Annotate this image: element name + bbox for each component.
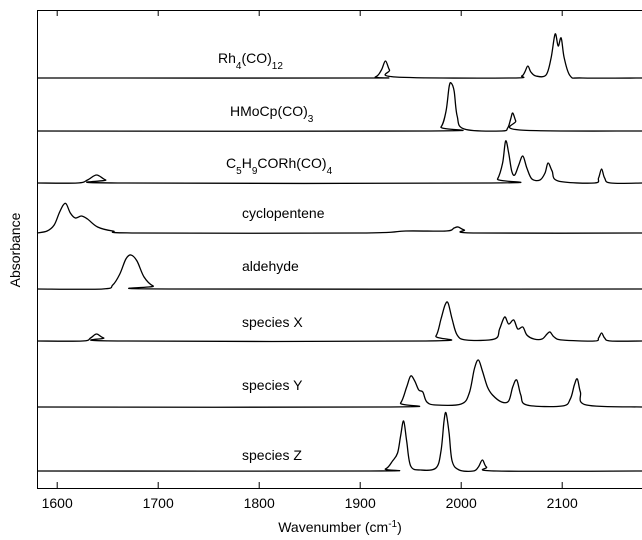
x-axis-label: Wavenumber (cm-1) (278, 519, 402, 536)
series-label: cyclopentene (242, 205, 325, 221)
x-tick-label: 2000 (446, 495, 477, 511)
series-label: species X (242, 314, 303, 330)
series-label: species Z (242, 447, 302, 463)
spectrum (36, 140, 642, 185)
spectrum (36, 202, 642, 234)
series-label: aldehyde (242, 258, 299, 274)
plot-frame (37, 10, 642, 489)
series-label: Rh4(CO)12 (218, 50, 283, 72)
spectrum (36, 254, 642, 290)
spectrum (36, 33, 642, 79)
spectrum (36, 359, 642, 408)
x-tick-label: 1900 (345, 495, 376, 511)
x-tick-label: 1800 (244, 495, 275, 511)
spectrum (36, 411, 642, 472)
spectrum (36, 301, 642, 343)
series-label: species Y (242, 377, 303, 393)
x-tick-label: 1700 (143, 495, 174, 511)
series-label: HMoCp(CO)3 (230, 103, 314, 125)
y-axis-label: Absorbance (7, 212, 23, 287)
x-tick-label: 2100 (547, 495, 578, 511)
series-label: C5H9CORh(CO)4 (226, 155, 333, 177)
spectrum (36, 82, 642, 132)
x-tick-label: 1600 (42, 495, 73, 511)
